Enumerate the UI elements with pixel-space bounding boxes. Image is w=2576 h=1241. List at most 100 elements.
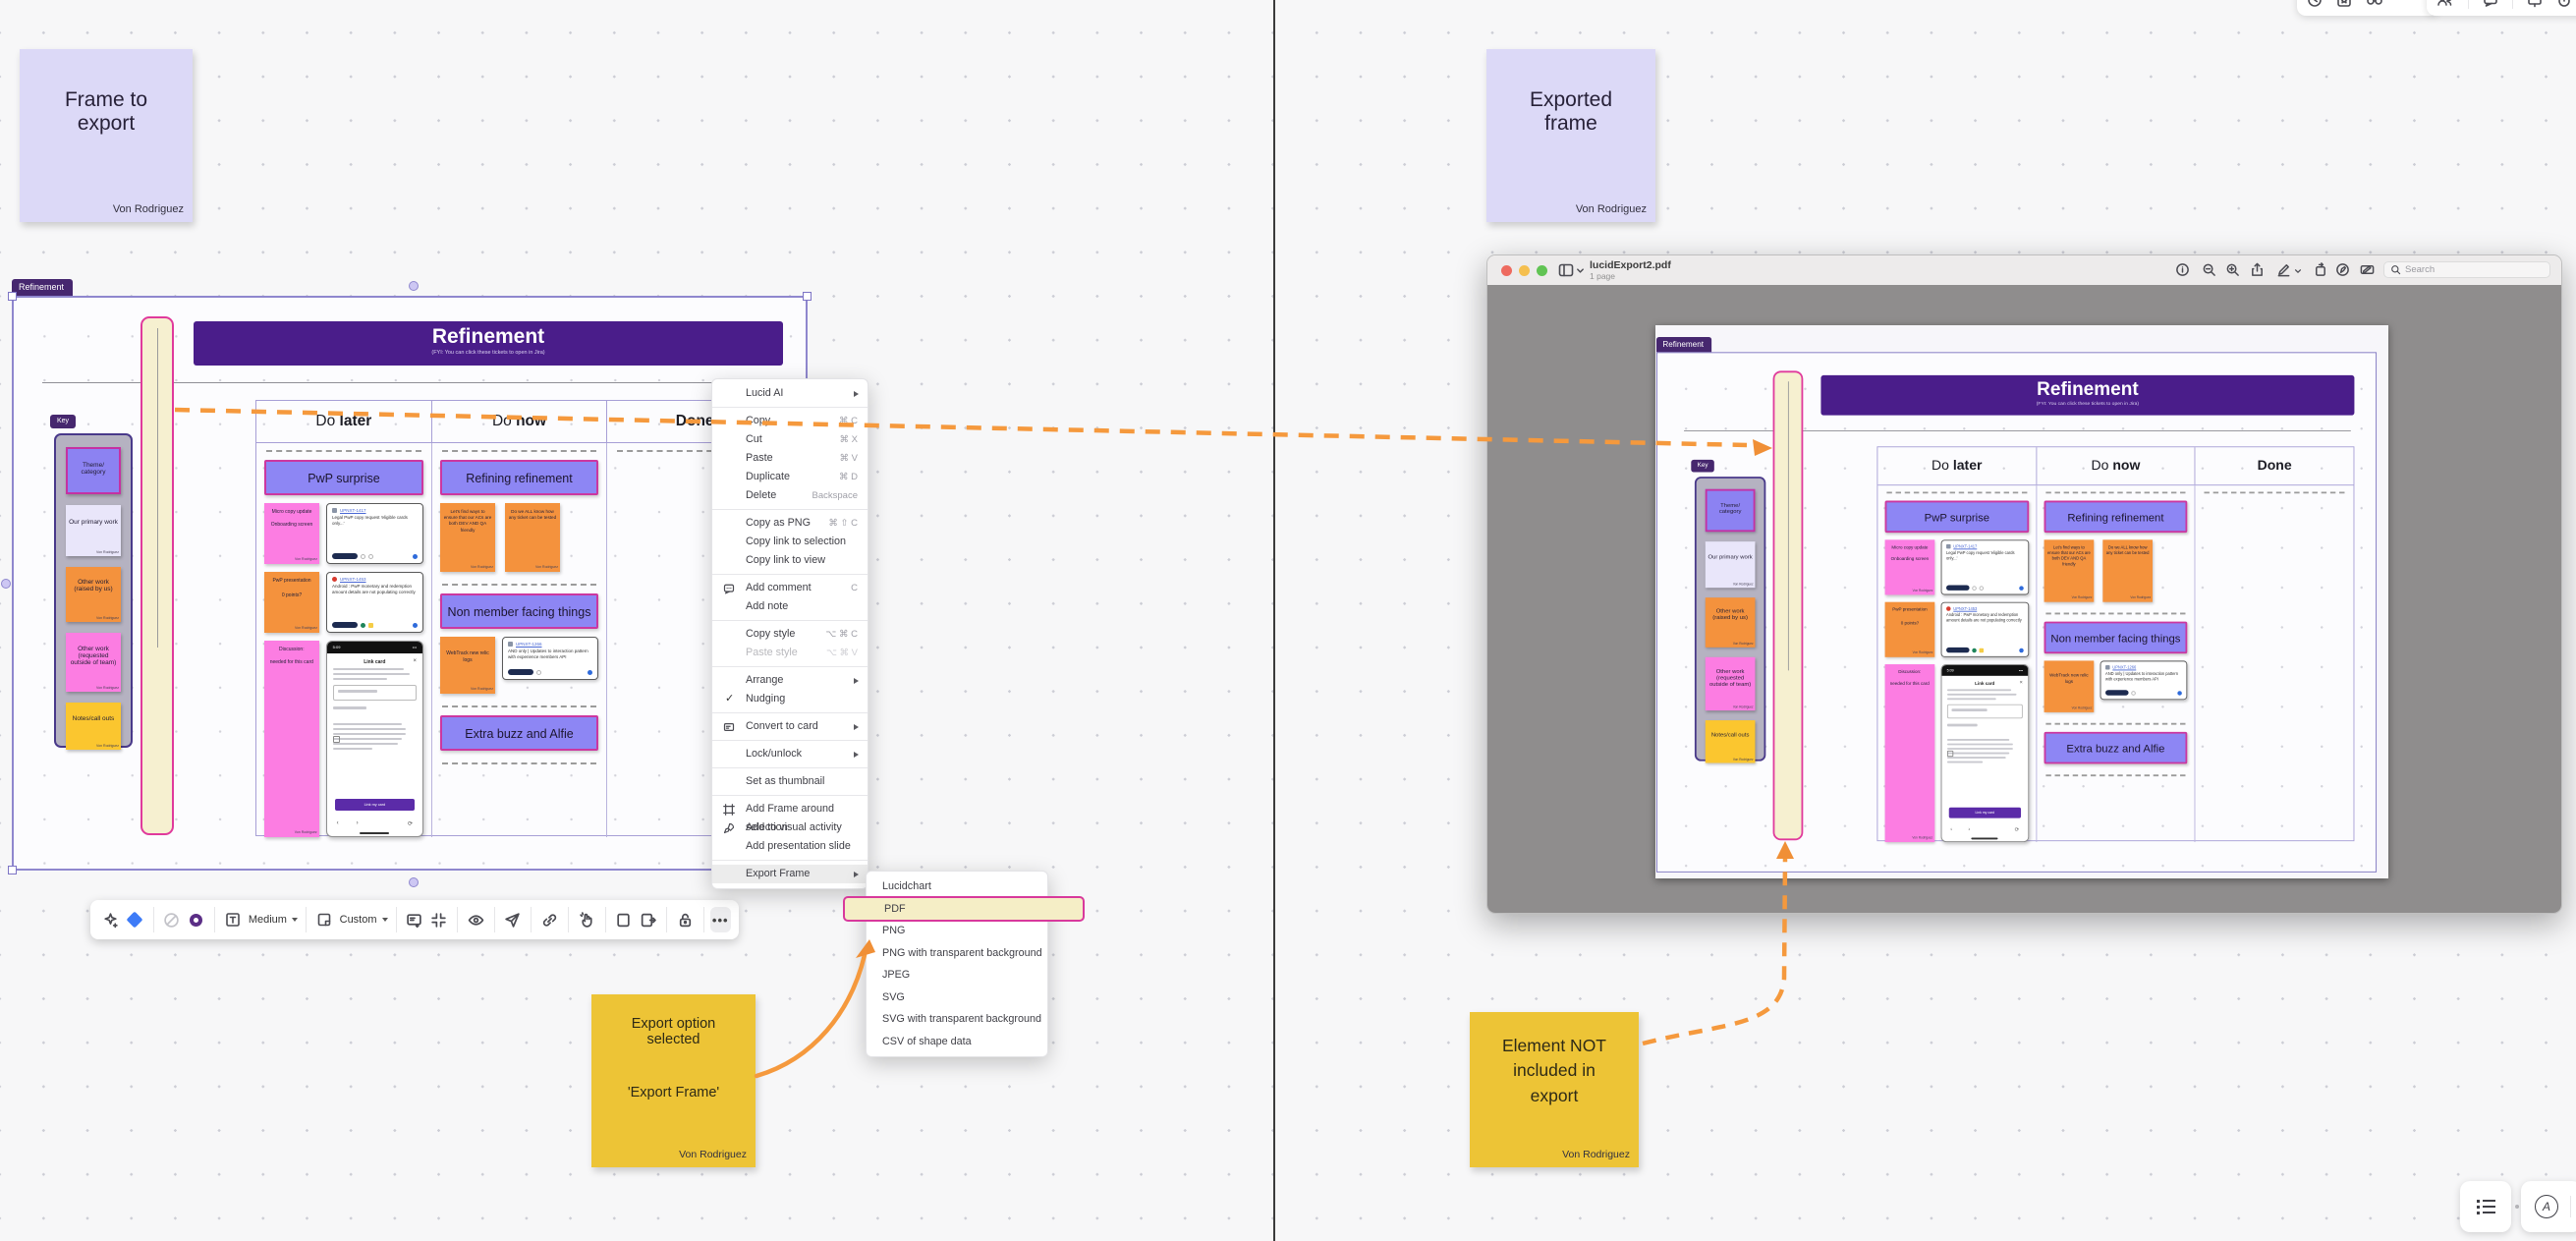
more-options-button[interactable]: ••• (709, 907, 731, 932)
jira-card[interactable]: UPNXT-1417 Legal PwP copy request 'eligi… (326, 503, 423, 564)
refinement-frame[interactable]: Refinement Refinement (FYI: You can clic… (12, 279, 808, 871)
menu-item-copy-link-view[interactable]: Copy link to view (746, 554, 826, 566)
markup-pen-icon[interactable] (2276, 262, 2291, 277)
export-option-sticky[interactable]: Export option selected 'Export Frame' Vo… (591, 994, 756, 1167)
sidebar-toggle-icon[interactable] (1558, 262, 1574, 278)
magic-suggest-button[interactable] (99, 906, 122, 933)
section-sticky[interactable]: Non member facing things (440, 593, 598, 629)
submenu-item-lucidchart[interactable]: Lucidchart (882, 880, 931, 892)
close-window-button[interactable] (1501, 265, 1512, 276)
collaborators-icon[interactable] (2436, 0, 2454, 8)
menu-item-set-as-thumbnail[interactable]: Set as thumbnail (746, 775, 825, 787)
comment-icon[interactable] (2483, 0, 2498, 8)
lock-button[interactable] (674, 906, 697, 933)
frame-button[interactable] (612, 906, 635, 933)
key-frame-tag[interactable]: Key (50, 415, 76, 428)
selection-handle-bottom[interactable] (409, 877, 419, 887)
cursor-mode-button[interactable]: A (2521, 1181, 2576, 1232)
markup-chevron-icon[interactable] (2294, 267, 2302, 275)
selection-handle-ne[interactable] (803, 292, 812, 301)
zoom-window-button[interactable] (1537, 265, 1547, 276)
mini-sticky[interactable]: Discussion: needed for this card Von Rod… (264, 641, 319, 837)
menu-item-cut[interactable]: Cut ⌘ X (746, 433, 858, 445)
border-color-button[interactable] (185, 906, 207, 933)
menu-item-paste[interactable]: Paste ⌘ V (746, 452, 858, 464)
share-icon[interactable] (2250, 262, 2265, 277)
frame-size-icon[interactable] (313, 906, 336, 933)
submenu-item-png[interactable]: PNG (882, 925, 906, 936)
menu-item-lucid-ai[interactable]: Lucid AI (712, 384, 868, 403)
ticket-link[interactable]: UPNXT-1417 (340, 508, 366, 513)
key-sticky-other-outside[interactable]: Other work (requested outside of team) Vo… (66, 633, 121, 692)
menu-item-copy-style[interactable]: Copy style ⌥ ⌘ C (746, 628, 858, 640)
submenu-item-png-transparent[interactable]: PNG with transparent background (882, 946, 1042, 959)
phone-mockup-image[interactable]: 5:09 ••• Link card × Link my card ‹ › ⟳ (325, 641, 423, 837)
chevron-down-icon[interactable] (291, 918, 298, 922)
shape-color-button[interactable] (124, 906, 146, 933)
collapse-button[interactable] (427, 906, 450, 933)
not-included-sticky[interactable]: Element NOT included in export Von Rodri… (1470, 1012, 1639, 1167)
frame-tag[interactable]: Refinement (12, 279, 73, 296)
menu-item-add-presentation-slide[interactable]: Add presentation slide (746, 840, 851, 852)
board-title-banner[interactable]: Refinement (FYI: You can click these tic… (194, 321, 783, 366)
submenu-item-svg[interactable]: SVG (882, 990, 905, 1003)
menu-item-copy-as-png[interactable]: Copy as PNG ⌘ ⇧ C (746, 517, 858, 529)
menu-item-nudging[interactable]: ✓ Nudging (712, 690, 868, 708)
chevron-down-icon[interactable] (381, 918, 388, 922)
convert-to-card-button[interactable] (403, 906, 425, 933)
menu-item-add-visual-activity[interactable]: Add to visual activity (712, 818, 868, 837)
submenu-item-jpeg[interactable]: JPEG (882, 969, 911, 981)
menu-item-add-frame[interactable]: Add Frame around selection (712, 800, 868, 833)
key-sticky-primary[interactable]: Our primary work Von Rodriguez (66, 505, 121, 556)
history-icon[interactable] (2307, 0, 2323, 8)
zoom-in-icon[interactable] (2225, 262, 2240, 277)
highlight-icon[interactable] (2335, 262, 2350, 277)
minimize-window-button[interactable] (1519, 265, 1530, 276)
export-frame-button[interactable] (637, 906, 659, 933)
reading-glasses-icon[interactable] (2366, 0, 2383, 8)
window-titlebar[interactable]: lucidExport2.pdf 1 page Search (1487, 255, 2561, 286)
mini-sticky[interactable]: PwP presentation 0 points? Von Rodriguez (264, 572, 319, 633)
selection-handle-left[interactable] (1, 579, 11, 589)
reaction-button[interactable] (576, 906, 598, 933)
menu-item-add-note[interactable]: Add note (746, 600, 789, 612)
menu-item-convert-to-card[interactable]: Convert to card (712, 717, 868, 736)
menu-item-export-frame[interactable]: Export Frame (712, 865, 868, 883)
send-button[interactable] (502, 906, 525, 933)
selection-handle-nw[interactable] (8, 292, 17, 301)
yellow-strip-shape[interactable] (140, 316, 174, 835)
submenu-item-svg-transparent[interactable]: SVG with transparent background (882, 1013, 1042, 1025)
section-sticky[interactable]: Refining refinement (440, 460, 598, 495)
selection-handle-sw[interactable] (8, 866, 17, 874)
zoom-out-icon[interactable] (2202, 262, 2216, 277)
section-sticky[interactable]: Extra buzz and Alfie (440, 715, 598, 751)
mini-sticky[interactable]: Do we ALL know how any ticket can be tes… (505, 503, 560, 572)
frame-size-label[interactable]: Custom (339, 914, 377, 926)
starred-icon[interactable] (2336, 0, 2352, 8)
frame-to-export-sticky[interactable]: Frame to export Von Rodriguez (20, 49, 193, 222)
menu-item-duplicate[interactable]: Duplicate ⌘ D (746, 471, 858, 482)
text-size-label[interactable]: Medium (248, 914, 287, 926)
jira-card[interactable]: UPNXT-1266 AND only | Updates to interac… (502, 637, 598, 680)
present-icon[interactable] (2527, 0, 2543, 8)
notes-list-button[interactable] (2460, 1181, 2511, 1232)
submenu-item-csv[interactable]: CSV of shape data (882, 1035, 972, 1047)
ticket-link[interactable]: UPNXT-1453 (340, 577, 366, 582)
sidebar-chevron-icon[interactable] (1576, 266, 1585, 275)
exported-frame-sticky[interactable]: Exported frame Von Rodriguez (1486, 49, 1655, 222)
menu-item-lock-unlock[interactable]: Lock/unlock (712, 745, 868, 763)
ticket-link[interactable]: UPNXT-1266 (516, 642, 542, 647)
pdf-option-highlight[interactable]: PDF (843, 896, 1085, 922)
section-sticky[interactable]: PwP surprise (264, 460, 423, 495)
menu-item-arrange[interactable]: Arrange (712, 671, 868, 690)
info-icon[interactable] (2175, 262, 2190, 277)
key-sticky-notes[interactable]: Notes/call outs Von Rodriguez (66, 703, 121, 750)
menu-item-copy[interactable]: Copy ⌘ C (746, 415, 858, 426)
mini-sticky[interactable]: WebTrack new relic logs Von Rodriguez (440, 637, 495, 694)
key-panel[interactable]: Theme/ category Our primary work Von Rodr… (54, 433, 133, 750)
pdf-viewport[interactable]: Refinement Refinement (FYI: You can clic… (1487, 285, 2561, 913)
menu-item-add-comment[interactable]: Add comment C (712, 579, 868, 597)
text-style-icon[interactable] (222, 906, 245, 933)
menu-item-paste-style[interactable]: Paste style ⌥ ⌘ V (746, 647, 858, 658)
timer-icon[interactable] (2556, 0, 2572, 8)
